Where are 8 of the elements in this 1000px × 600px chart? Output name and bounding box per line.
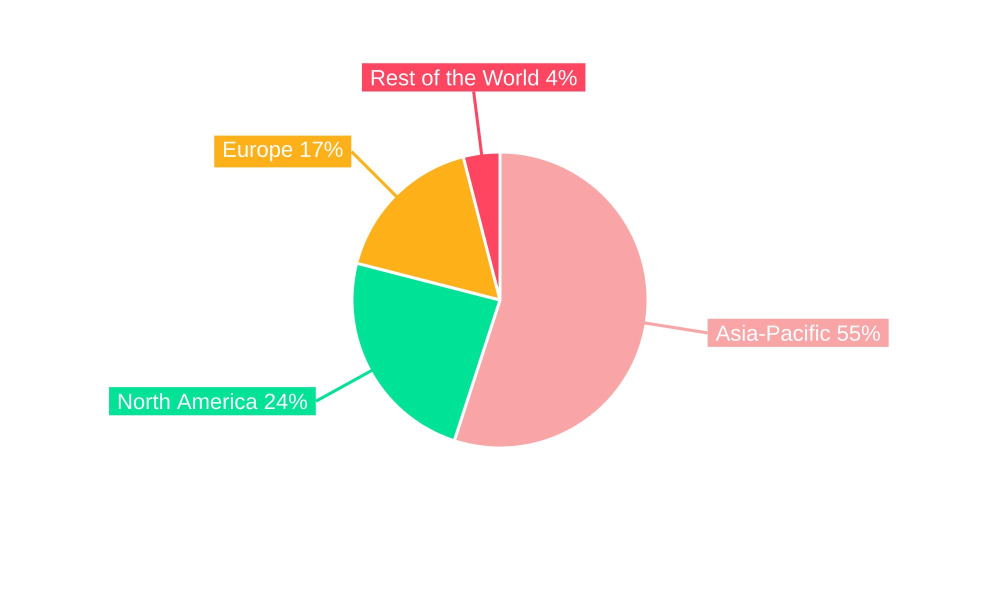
slice-label: Europe: [224, 142, 292, 162]
slice-label: Asia-Pacific: [716, 324, 830, 341]
data-label: 24%: [264, 394, 307, 410]
data-label: 4%: [546, 70, 577, 86]
slice-label: Rest of the World: [372, 69, 538, 86]
data-label: 17%: [300, 142, 343, 157]
slice-label: North America: [118, 393, 258, 410]
data-label: 55%: [838, 325, 880, 341]
